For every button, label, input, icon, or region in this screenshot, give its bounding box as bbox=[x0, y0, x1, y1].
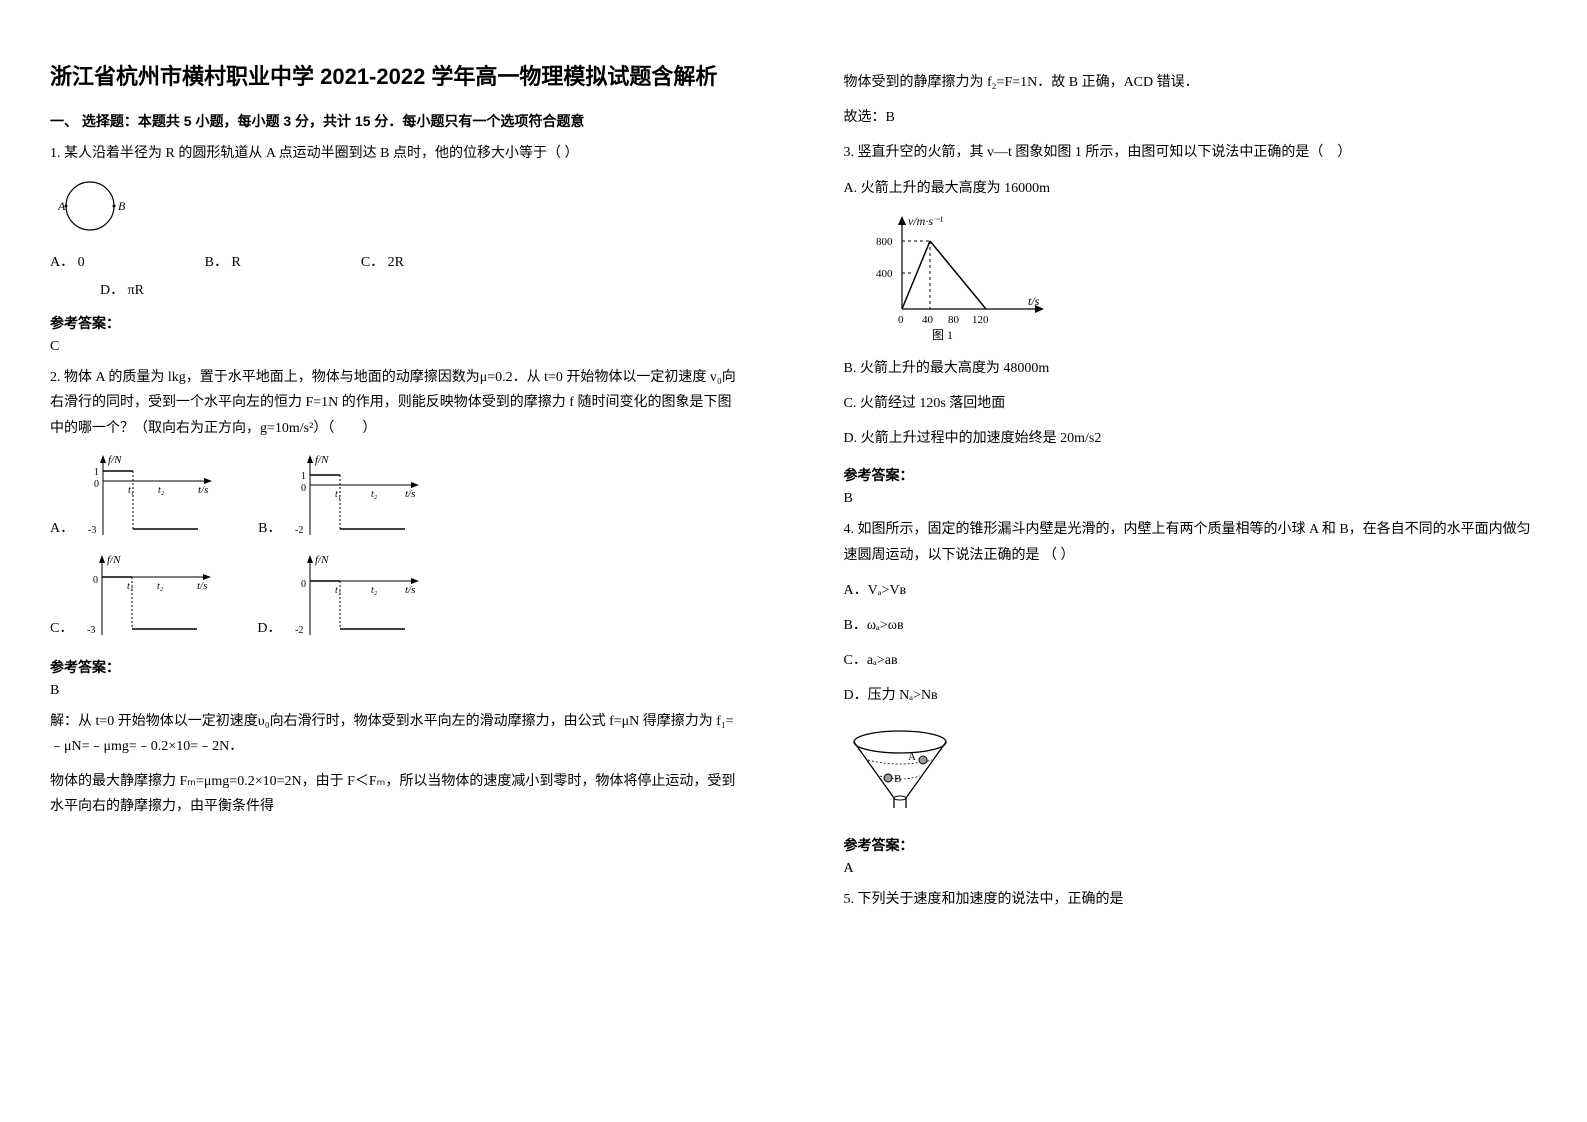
q1-opt-c: C． 2R bbox=[361, 251, 404, 271]
q2-chart-b: f/N t/s 1 0 -2 t₁ t₂ bbox=[285, 451, 425, 543]
q2-chart-b-label: B． bbox=[258, 517, 281, 537]
q4-funnel: A B bbox=[848, 724, 1538, 819]
svg-text:t₂: t₂ bbox=[371, 489, 378, 500]
svg-text:t/s: t/s bbox=[405, 584, 415, 596]
q2-sol2: 物体的最大静摩擦力 Fₘ=μmg=0.2×10=2N，由于 F＜Fₘ，所以当物体… bbox=[50, 769, 744, 819]
q3-opt-c: C. 火箭经过 120s 落回地面 bbox=[844, 391, 1538, 416]
q2-chart-d-label: D． bbox=[257, 617, 281, 637]
svg-text:t₂: t₂ bbox=[158, 485, 165, 496]
q4-stem: 4. 如图所示，固定的锥形漏斗内壁是光滑的，内壁上有两个质量相等的小球 A 和 … bbox=[844, 517, 1538, 567]
svg-text:t₁: t₁ bbox=[335, 489, 341, 500]
label-a: A bbox=[58, 199, 66, 213]
svg-text:0: 0 bbox=[94, 479, 99, 490]
q1-options: A． 0 B． R C． 2R D． πR bbox=[50, 251, 744, 299]
q3-opt-a: A. 火箭上升的最大高度为 16000m bbox=[844, 176, 1538, 201]
point-b-dot bbox=[113, 205, 116, 208]
svg-text:f/N: f/N bbox=[107, 554, 121, 566]
svg-text:A: A bbox=[908, 751, 916, 763]
vt-svg: v/m·s⁻¹ t/s 800 400 0 40 80 120 图 1 bbox=[874, 211, 1054, 341]
q2-answer: B bbox=[50, 683, 744, 699]
svg-text:40: 40 bbox=[922, 314, 934, 326]
label-b: B bbox=[118, 199, 126, 213]
q2-chart-d: f/N t/s 0 -2 t₁ t₂ bbox=[285, 551, 425, 643]
q3-stem: 3. 竖直升空的火箭，其 v—t 图象如图 1 所示，由图可知以下说法中正确的是… bbox=[844, 140, 1538, 165]
doc-title: 浙江省杭州市横村职业中学 2021-2022 学年高一物理模拟试题含解析 bbox=[50, 60, 744, 93]
q1-opt-a: A． 0 bbox=[50, 251, 85, 271]
svg-text:f/N: f/N bbox=[315, 554, 329, 566]
svg-text:0: 0 bbox=[301, 483, 306, 494]
q2-charts-row2: C． f/N t/s 0 -3 t₁ t₂ D． bbox=[50, 551, 744, 643]
svg-text:f/N: f/N bbox=[315, 454, 329, 466]
svg-text:v/m·s⁻¹: v/m·s⁻¹ bbox=[908, 214, 943, 228]
q2-charts-row1: A． f/N t/s 1 0 -3 t₁ t₂ B． bbox=[50, 451, 744, 543]
svg-text:1: 1 bbox=[301, 471, 306, 482]
q2-answer-label: 参考答案： bbox=[50, 657, 744, 677]
q1-opt-b: B． R bbox=[205, 251, 241, 271]
svg-text:f/N: f/N bbox=[108, 454, 122, 466]
svg-text:800: 800 bbox=[876, 236, 893, 248]
q1-stem: 1. 某人沿着半径为 R 的圆形轨道从 A 点运动半圈到达 B 点时，他的位移大… bbox=[50, 141, 744, 166]
circle-svg: A B bbox=[58, 178, 138, 234]
q1-opt-d: D． πR bbox=[100, 279, 744, 299]
svg-text:t₁: t₁ bbox=[128, 485, 134, 496]
svg-text:B: B bbox=[894, 773, 901, 785]
q4-answer-label: 参考答案： bbox=[844, 835, 1538, 855]
q1-circle-diagram: A B bbox=[58, 178, 744, 239]
q2-sol4: 故选：B bbox=[844, 105, 1538, 130]
q1-answer-label: 参考答案： bbox=[50, 313, 744, 333]
svg-text:120: 120 bbox=[972, 314, 989, 326]
q2-sol1: 解：从 t=0 开始物体以一定初速度υ₀向右滑行时，物体受到水平向左的滑动摩擦力… bbox=[50, 709, 744, 759]
q3-answer: B bbox=[844, 491, 1538, 507]
svg-text:-2: -2 bbox=[295, 525, 303, 536]
svg-text:t/s: t/s bbox=[405, 488, 415, 500]
q2-chart-c-label: C． bbox=[50, 617, 73, 637]
svg-text:400: 400 bbox=[876, 268, 893, 280]
q2-chart-a-label: A． bbox=[50, 517, 74, 537]
svg-text:-3: -3 bbox=[87, 625, 95, 636]
svg-text:t₁: t₁ bbox=[335, 585, 341, 596]
q4-opt-b: B．ωₐ>ωв bbox=[844, 613, 1538, 638]
svg-text:-2: -2 bbox=[295, 625, 303, 636]
svg-text:t₂: t₂ bbox=[371, 585, 378, 596]
q3-answer-label: 参考答案： bbox=[844, 465, 1538, 485]
circle-path bbox=[66, 182, 114, 230]
svg-text:图 1: 图 1 bbox=[932, 328, 953, 341]
svg-text:-3: -3 bbox=[88, 525, 96, 536]
q4-opt-d: D．压力 Nₐ>Nв bbox=[844, 683, 1538, 708]
svg-text:1: 1 bbox=[94, 467, 99, 478]
svg-text:t/s: t/s bbox=[198, 484, 208, 496]
q3-opt-b: B. 火箭上升的最大高度为 48000m bbox=[844, 356, 1538, 381]
svg-text:0: 0 bbox=[93, 575, 98, 586]
q2-sol3: 物体受到的静摩擦力为 f₂=F=1N．故 B 正确，ACD 错误． bbox=[844, 70, 1538, 95]
q4-opt-c: C．aₐ>aв bbox=[844, 648, 1538, 673]
q3-opt-d: D. 火箭上升过程中的加速度始终是 20m/s2 bbox=[844, 426, 1538, 451]
svg-text:t₁: t₁ bbox=[127, 581, 133, 592]
svg-text:t/s: t/s bbox=[1028, 294, 1040, 308]
svg-text:0: 0 bbox=[898, 314, 904, 326]
right-column: 物体受到的静摩擦力为 f₂=F=1N．故 B 正确，ACD 错误． 故选：B 3… bbox=[794, 0, 1587, 1122]
q3-vt-chart: v/m·s⁻¹ t/s 800 400 0 40 80 120 图 1 bbox=[874, 211, 1538, 346]
funnel-svg: A B bbox=[848, 724, 958, 814]
section-1-head: 一、 选择题：本题共 5 小题，每小题 3 分，共计 15 分．每小题只有一个选… bbox=[50, 111, 744, 131]
q2-stem: 2. 物体 A 的质量为 lkg，置于水平地面上，物体与地面的动摩擦因数为μ=0… bbox=[50, 365, 744, 441]
svg-text:t₂: t₂ bbox=[157, 581, 164, 592]
q5-stem: 5. 下列关于速度和加速度的说法中，正确的是 bbox=[844, 887, 1538, 912]
q2-chart-a: f/N t/s 1 0 -3 t₁ t₂ bbox=[78, 451, 218, 543]
q4-opt-a: A．Vₐ>Vв bbox=[844, 578, 1538, 603]
q4-answer: A bbox=[844, 861, 1538, 877]
svg-text:t/s: t/s bbox=[197, 580, 207, 592]
svg-text:80: 80 bbox=[948, 314, 960, 326]
svg-text:0: 0 bbox=[301, 579, 306, 590]
q1-answer: C bbox=[50, 339, 744, 355]
q2-chart-c: f/N t/s 0 -3 t₁ t₂ bbox=[77, 551, 217, 643]
left-column: 浙江省杭州市横村职业中学 2021-2022 学年高一物理模拟试题含解析 一、 … bbox=[0, 0, 794, 1122]
